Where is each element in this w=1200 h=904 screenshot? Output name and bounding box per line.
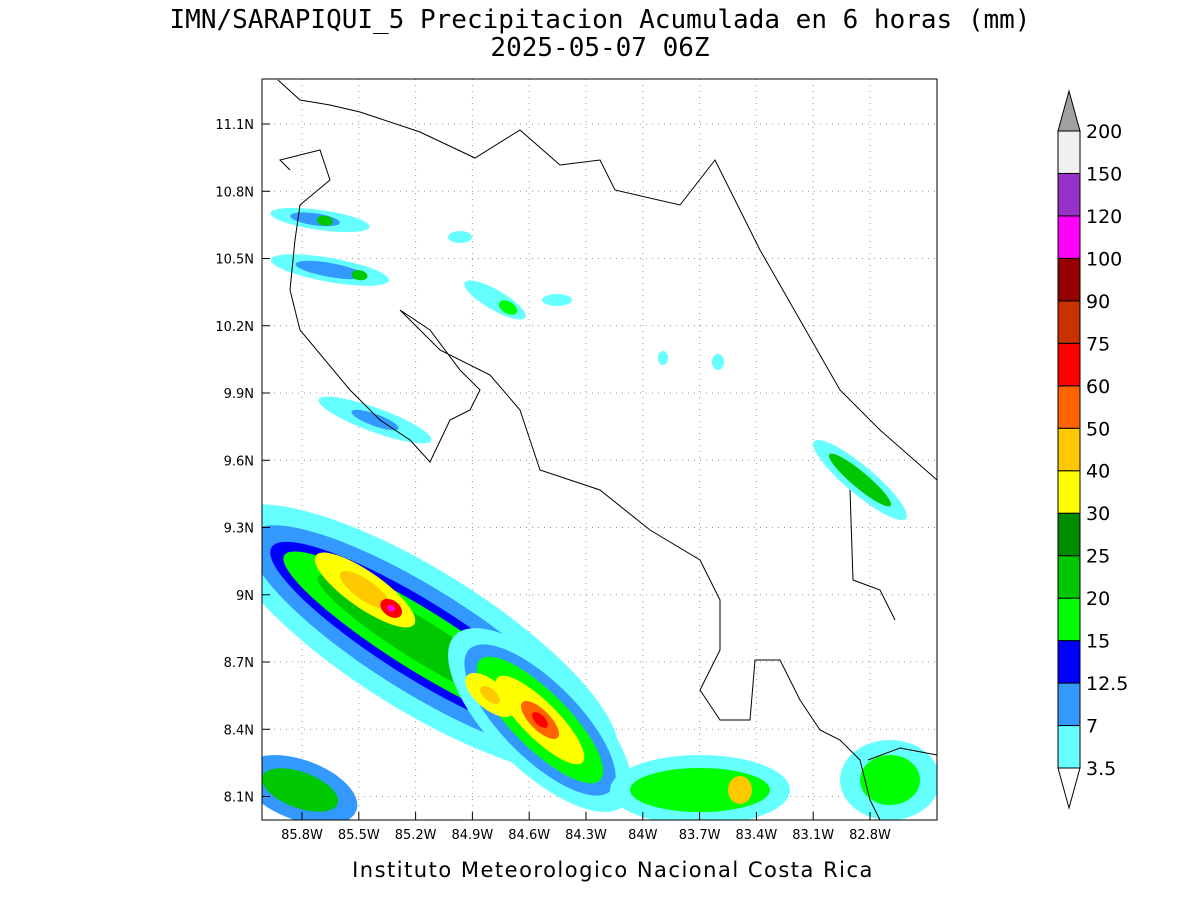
lon-label: 85.5W	[338, 828, 380, 843]
lon-label: 84.9W	[451, 828, 493, 843]
colorbar-label: 40	[1086, 461, 1110, 483]
lon-label: 83.1W	[792, 828, 834, 843]
colorbar-label: 7	[1086, 716, 1098, 738]
lat-label: 9.3N	[224, 522, 254, 537]
colorbar-label: 120	[1086, 206, 1122, 228]
lon-label: 83.7W	[679, 828, 721, 843]
lat-label: 8.4N	[224, 723, 254, 738]
colorbar-swatch	[1057, 215, 1081, 259]
colorbar-label: 90	[1086, 291, 1110, 313]
lat-label: 9N	[236, 589, 254, 604]
lon-label: 84.3W	[565, 828, 607, 843]
colorbar: 3.5 7 12.5 15 20 25 30 40 50 60 75 90 100 120 150 200	[1057, 89, 1128, 810]
colorbar-swatch	[1057, 427, 1081, 472]
axis-labels: 11.1N 10.8N 10.5N 10.2N 9.9N 9.6N 9.3N 9N 8.7N 8.…	[215, 118, 891, 843]
colorbar-under	[1057, 767, 1081, 810]
lat-label: 8.7N	[224, 656, 254, 671]
precipitation	[262, 207, 937, 820]
colorbar-label: 200	[1086, 121, 1122, 143]
lat-label: 10.8N	[215, 185, 254, 200]
lon-label: 83.4W	[735, 828, 777, 843]
colorbar-swatch	[1057, 342, 1081, 387]
lon-label: 82.8W	[849, 828, 891, 843]
colorbar-swatch	[1057, 300, 1081, 344]
lon-label: 84.6W	[508, 828, 550, 843]
lon-label: 85.8W	[281, 828, 323, 843]
colorbar-swatch	[1057, 385, 1081, 429]
colorbar-swatch	[1057, 682, 1081, 727]
colorbar-label: 25	[1086, 546, 1110, 568]
colorbar-label: 60	[1086, 376, 1110, 398]
subtitle: 2025-05-07 06Z	[490, 33, 709, 63]
colorbar-swatch	[1057, 597, 1081, 642]
colorbar-label: 30	[1086, 503, 1110, 525]
map-area	[262, 79, 937, 820]
lat-label: 10.2N	[215, 320, 254, 335]
lat-label: 8.1N	[224, 791, 254, 806]
colorbar-label: 3.5	[1086, 758, 1116, 780]
colorbar-swatch	[1057, 130, 1081, 174]
lon-label: 85.2W	[395, 828, 437, 843]
lon-label: 84W	[628, 828, 658, 843]
colorbar-label: 150	[1086, 163, 1122, 185]
colorbar-swatch	[1057, 725, 1081, 769]
colorbar-over	[1057, 89, 1081, 132]
colorbar-label: 75	[1086, 333, 1110, 355]
footer: Instituto Meteorologico Nacional Costa R…	[352, 858, 874, 882]
colorbar-label: 50	[1086, 418, 1110, 440]
colorbar-swatch	[1057, 257, 1081, 302]
colorbar-swatch	[1057, 470, 1081, 514]
title: IMN/SARAPIQUI_5 Precipitacion Acumulada …	[170, 5, 1031, 35]
coastline	[277, 79, 937, 820]
colorbar-label: 15	[1086, 631, 1110, 653]
colorbar-swatch	[1057, 512, 1081, 557]
colorbar-swatch	[1057, 640, 1081, 684]
colorbar-swatch	[1057, 172, 1081, 217]
map-frame	[261, 78, 938, 821]
lat-label: 10.5N	[215, 253, 254, 268]
colorbar-label: 100	[1086, 248, 1122, 270]
lat-label: 11.1N	[215, 118, 254, 133]
lat-label: 9.6N	[224, 454, 254, 469]
colorbar-swatch	[1057, 555, 1081, 599]
colorbar-label: 20	[1086, 588, 1110, 610]
colorbar-label: 12.5	[1086, 673, 1128, 695]
lat-label: 9.9N	[224, 387, 254, 402]
